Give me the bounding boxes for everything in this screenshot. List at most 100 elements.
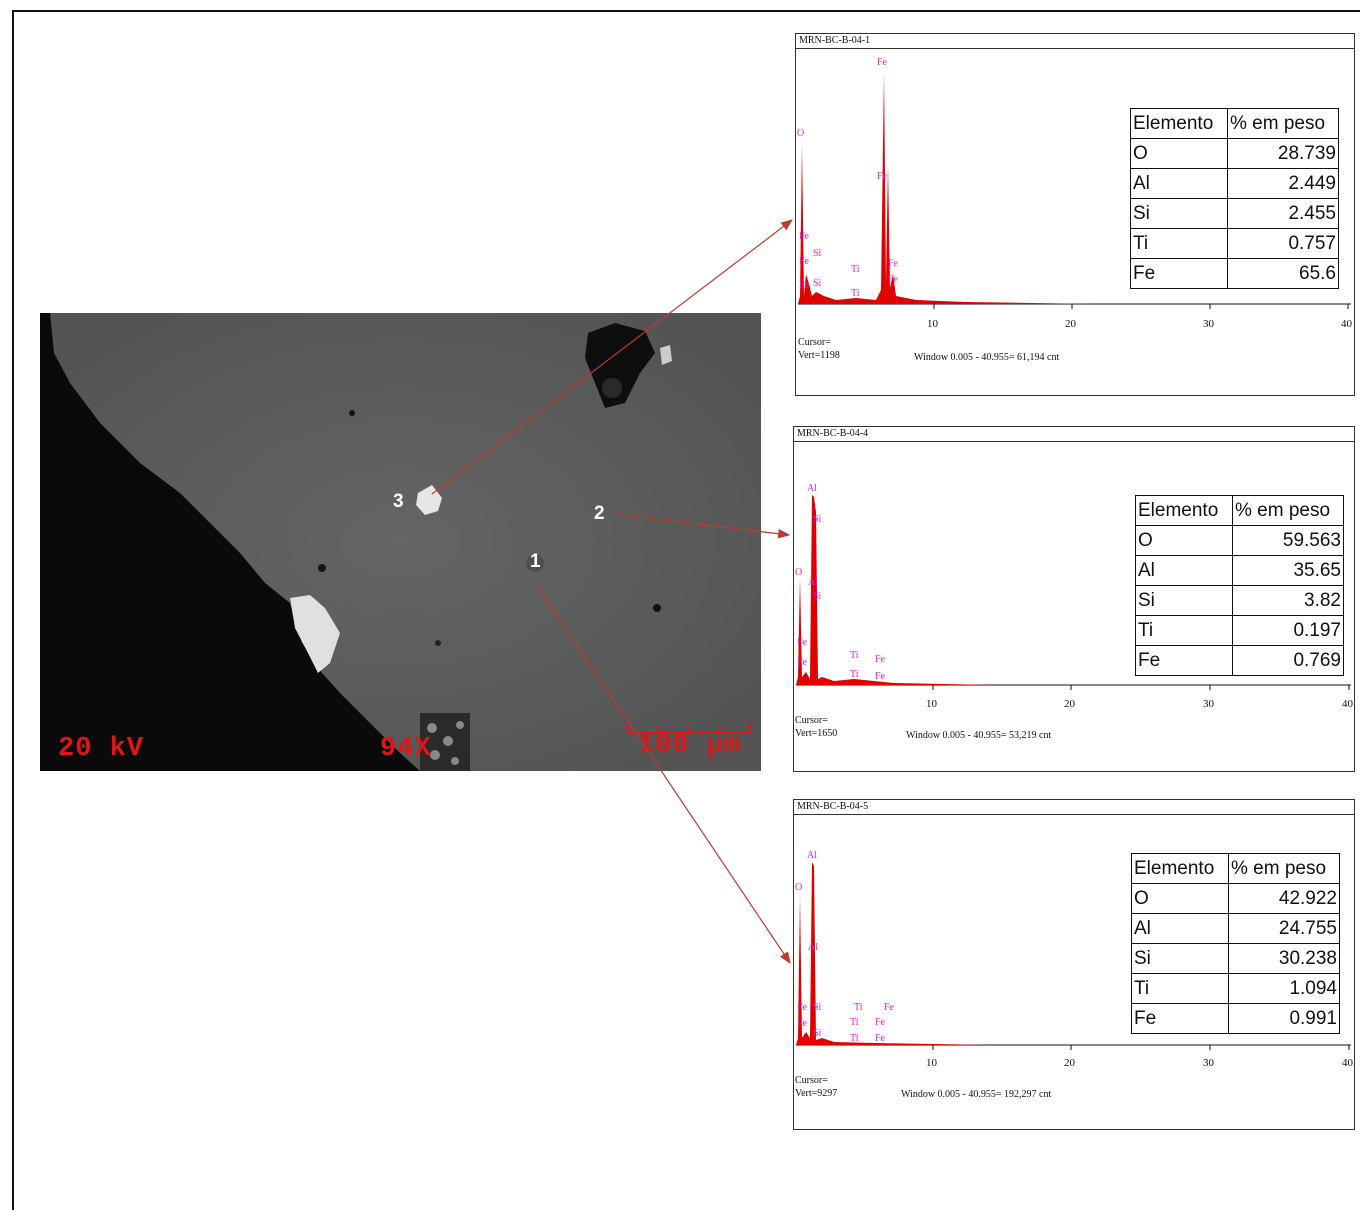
spectrum-panel-1: MRN-BC-B-04-1 O Fe Fe Fe Fe Si Si Ti Ti … bbox=[795, 33, 1355, 396]
sem-texture bbox=[40, 313, 761, 771]
graphic-mark bbox=[40, 313, 420, 771]
graphic-mark bbox=[427, 723, 437, 733]
title-divider bbox=[794, 441, 1354, 442]
point-label-1: 1 bbox=[530, 551, 541, 572]
table-cell: O bbox=[1135, 525, 1233, 556]
spectrum-title: MRN-BC-B-04-4 bbox=[797, 428, 869, 439]
peak-label: Al bbox=[807, 483, 817, 494]
graphic-mark bbox=[602, 378, 622, 398]
graphic-mark bbox=[430, 750, 440, 760]
peak-label: Ti bbox=[851, 288, 860, 299]
peak-label: Fe bbox=[799, 256, 810, 267]
table-cell: Ti bbox=[1131, 973, 1229, 1004]
table-cell: 65.6 bbox=[1227, 258, 1339, 289]
peak-label: Fe bbox=[799, 231, 810, 242]
cursor-line: Vert=1650 bbox=[795, 728, 838, 739]
spectrum-title: MRN-BC-B-04-1 bbox=[799, 35, 871, 46]
table-cell: 35.65 bbox=[1232, 555, 1344, 586]
peak-label: Fe bbox=[875, 1033, 886, 1044]
peak-label: Si bbox=[813, 248, 822, 259]
peak-label: Al bbox=[808, 942, 818, 953]
table-cell: Si bbox=[1130, 198, 1228, 229]
spectrum-plot: O Fe Fe Fe Fe Si Si Ti Ti Fe Fe Fe 10 20… bbox=[797, 57, 1353, 330]
spectrum-plot: Al Si O Al Si Fe Fe Ti Fe Ti Fe 10 20 30… bbox=[795, 483, 1354, 710]
peak-label: Ti bbox=[851, 264, 860, 275]
graphic-mark bbox=[653, 604, 661, 612]
peak-label: Ti bbox=[850, 650, 859, 661]
peak-label: Fe bbox=[875, 671, 886, 682]
cursor-line: Cursor= bbox=[795, 715, 828, 726]
graphic-mark bbox=[796, 862, 994, 1045]
table-cell: O bbox=[1130, 138, 1228, 169]
graphic-mark bbox=[451, 757, 459, 765]
spectrum-panel-3: MRN-BC-B-04-5 Al O Al Fe Si Fe Si Ti Fe … bbox=[793, 799, 1355, 1130]
table-cell: Si bbox=[1135, 585, 1233, 616]
table-cell: 0.757 bbox=[1227, 228, 1339, 259]
x-tick-label: 10 bbox=[926, 698, 938, 710]
table-cell: Fe bbox=[1130, 258, 1228, 289]
graphic-mark bbox=[798, 72, 1096, 304]
cursor-readout: Cursor= Vert=1650 bbox=[795, 714, 837, 740]
table-cell: 3.82 bbox=[1232, 585, 1344, 616]
cursor-line: Vert=1198 bbox=[798, 350, 840, 361]
peak-label: Fe bbox=[875, 654, 886, 665]
cursor-line: Cursor= bbox=[795, 1075, 828, 1086]
peak-label: Fe bbox=[888, 258, 899, 269]
peak-label: O bbox=[795, 882, 802, 893]
graphic-mark bbox=[796, 495, 994, 685]
table-cell: Fe bbox=[1131, 1003, 1229, 1034]
peak-label: O bbox=[795, 567, 802, 578]
table-cell: Ti bbox=[1135, 615, 1233, 646]
composition-table: Elemento% em peso O 59.563 Al 35.65 Si 3.82… bbox=[1135, 495, 1344, 676]
x-tick-label: 40 bbox=[1342, 1057, 1354, 1069]
window-readout: Window 0.005 - 40.955= 53,219 cnt bbox=[906, 730, 1052, 741]
x-tick-label: 30 bbox=[1203, 698, 1215, 710]
table-cell: Ti bbox=[1130, 228, 1228, 259]
peak-label: Fe bbox=[797, 1002, 808, 1013]
window-readout: Window 0.005 - 40.955= 61,194 cnt bbox=[914, 352, 1060, 363]
peak-label: Fe bbox=[888, 274, 899, 285]
table-header-cell: % em peso bbox=[1227, 108, 1339, 139]
peak-label: Fe bbox=[884, 1002, 895, 1013]
table-cell: 0.769 bbox=[1232, 645, 1344, 676]
x-tick-label: 20 bbox=[1064, 1057, 1076, 1069]
magnification-label: 94X bbox=[380, 734, 432, 764]
title-divider bbox=[794, 814, 1354, 815]
spectrum-title: MRN-BC-B-04-5 bbox=[797, 801, 869, 812]
table-cell: Si bbox=[1131, 943, 1229, 974]
composition-table: Elemento% em peso O 28.739 Al 2.449 Si 2.45… bbox=[1130, 108, 1339, 289]
x-tick-label: 20 bbox=[1064, 698, 1076, 710]
cursor-line: Cursor= bbox=[798, 337, 831, 348]
cursor-readout: Cursor= Vert=1198 bbox=[798, 336, 840, 362]
voltage-label: 20 kV bbox=[58, 734, 145, 764]
peak-label: Fe bbox=[877, 171, 888, 182]
table-cell: 1.094 bbox=[1228, 973, 1340, 1004]
peak-label: Al bbox=[807, 850, 817, 861]
peak-label: Fe bbox=[797, 1018, 808, 1029]
peak-label: Ti bbox=[850, 1033, 859, 1044]
point-label-2: 2 bbox=[594, 503, 605, 524]
peak-label: Fe bbox=[797, 657, 808, 668]
point-label-3: 3 bbox=[393, 491, 404, 512]
graphic-mark bbox=[435, 640, 441, 646]
table-cell: 30.238 bbox=[1228, 943, 1340, 974]
peak-label: Ti bbox=[854, 1002, 863, 1013]
figure-frame bbox=[12, 10, 1360, 1210]
graphic-mark bbox=[526, 554, 544, 572]
table-cell: 42.922 bbox=[1228, 883, 1340, 914]
peak-label: Ti bbox=[850, 1017, 859, 1028]
peak-label: Fe bbox=[877, 57, 888, 68]
x-tick-label: 30 bbox=[1203, 318, 1215, 330]
graphic-mark bbox=[318, 564, 326, 572]
peak-label: Fe bbox=[799, 280, 810, 291]
table-header-cell: % em peso bbox=[1232, 495, 1344, 526]
scale-bar-label: 100 μm bbox=[638, 731, 742, 761]
table-cell: 28.739 bbox=[1227, 138, 1339, 169]
window-readout: Window 0.005 - 40.955= 192,297 cnt bbox=[901, 1089, 1052, 1100]
peak-label: Fe bbox=[797, 637, 808, 648]
x-tick-label: 40 bbox=[1341, 318, 1353, 330]
x-tick-label: 10 bbox=[926, 1057, 938, 1069]
table-cell: 2.449 bbox=[1227, 168, 1339, 199]
graphic-mark bbox=[290, 595, 340, 673]
table-header-cell: Elemento bbox=[1135, 495, 1233, 526]
